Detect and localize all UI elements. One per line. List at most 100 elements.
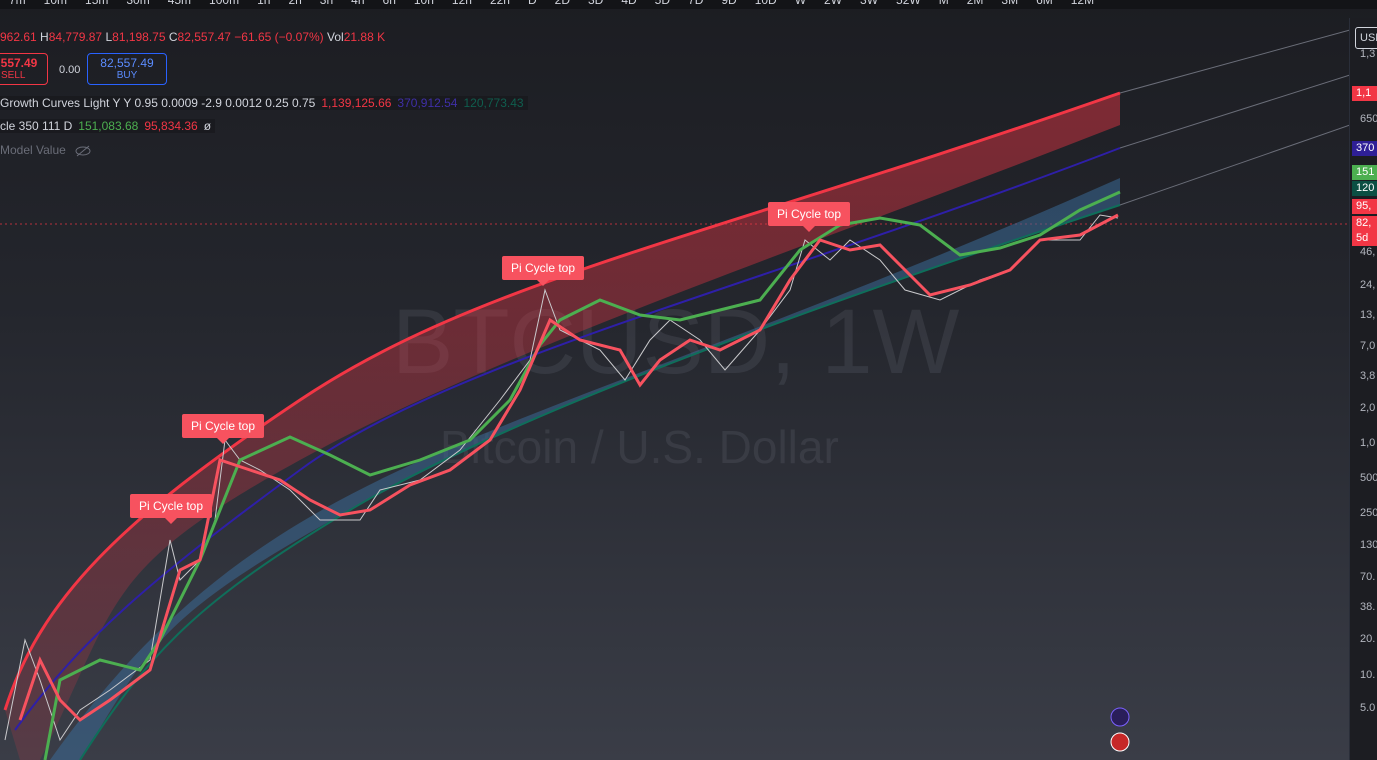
ohlc-legend: 962.61 H84,779.87 L81,198.75 C82,557.47 … xyxy=(0,30,385,44)
high-label: H xyxy=(40,30,49,44)
upper-curve xyxy=(3,91,1121,711)
interval-button[interactable]: D xyxy=(527,0,537,7)
price-axis-label: 24, xyxy=(1360,279,1376,291)
interval-button[interactable]: 22h xyxy=(489,0,510,7)
price-badge: 82, xyxy=(1352,216,1377,231)
price-axis-label: 70. xyxy=(1360,571,1376,583)
interval-button[interactable]: 3h xyxy=(319,0,334,7)
alert-icon[interactable] xyxy=(1110,707,1130,727)
interval-button[interactable]: 3M xyxy=(1001,0,1019,7)
red-band xyxy=(5,93,1120,760)
interval-button[interactable]: 5D xyxy=(654,0,671,7)
price-badge: 5d xyxy=(1352,231,1377,246)
interval-button[interactable]: 52W xyxy=(896,0,921,7)
interval-button[interactable]: 10h xyxy=(413,0,434,7)
interval-button[interactable]: 2h xyxy=(288,0,302,7)
price-axis-label: 10. xyxy=(1360,669,1376,681)
hidden-eye-icon xyxy=(75,145,91,157)
interval-button[interactable]: W xyxy=(794,0,807,7)
high: 84,779.87 xyxy=(48,30,103,44)
trend-line xyxy=(1119,124,1350,206)
sell-button[interactable]: 557.49 SELL xyxy=(0,53,48,85)
interval-button[interactable]: 3D xyxy=(587,0,604,7)
price-axis-label: 7,0 xyxy=(1360,340,1376,352)
buy-price: 82,557.49 xyxy=(100,56,154,70)
price-axis-label: 46, xyxy=(1360,246,1376,258)
indicator-legend: Growth Curves Light Y Y 0.95 0.0009 -2.9… xyxy=(0,96,528,110)
price-badge: 120 xyxy=(1352,181,1377,196)
price-axis xyxy=(1349,18,1377,760)
indicator-name: Growth Curves Light Y Y 0.95 0.0009 -2.9… xyxy=(0,96,316,110)
interval-button[interactable]: 30m xyxy=(126,0,150,7)
indicator-legend: cle 350 111 D 151,083.68 95,834.36 ø xyxy=(0,119,216,133)
interval-button[interactable]: 2M xyxy=(966,0,984,7)
price-axis-label: 2,0 xyxy=(1360,402,1376,414)
price-axis-label: 130 xyxy=(1360,539,1377,551)
change: −61.65 (−0.07%) xyxy=(234,30,324,44)
interval-button[interactable]: 100m xyxy=(209,0,240,7)
interval-button[interactable]: 9D xyxy=(721,0,737,7)
interval-button[interactable]: 7m xyxy=(9,0,26,7)
interval-button[interactable]: 6M xyxy=(1036,0,1053,7)
price-axis-label: 250 xyxy=(1360,507,1377,519)
pi-cycle-label: Pi Cycle top xyxy=(182,414,264,444)
pi-cycle-label: Pi Cycle top xyxy=(502,256,584,286)
ma-short xyxy=(18,213,1119,722)
price-axis-label: 20. xyxy=(1360,633,1376,645)
close-label: C xyxy=(168,30,178,44)
open: 962.61 xyxy=(0,30,37,44)
price-axis-label: 1,0 xyxy=(1360,437,1376,449)
interval-button[interactable]: 10D xyxy=(754,0,777,7)
interval-button[interactable]: 7D xyxy=(688,0,704,7)
interval-button[interactable]: M xyxy=(938,0,949,7)
flag-icon[interactable] xyxy=(1110,732,1130,752)
interval-button[interactable]: 15m xyxy=(85,0,109,7)
interval-button[interactable]: 3W xyxy=(860,0,879,7)
mid-curve xyxy=(14,147,1121,731)
lower-curve xyxy=(79,204,1121,760)
pi-cycle-label: Pi Cycle top xyxy=(768,202,850,232)
interval-button[interactable]: 12h xyxy=(451,0,472,7)
indicator-value: 120,773.43 xyxy=(463,96,524,110)
price-axis-label: 650 xyxy=(1360,113,1377,125)
price-axis-label: 1,3 xyxy=(1360,48,1376,60)
price-axis-label: 13, xyxy=(1360,309,1376,321)
low-label: L xyxy=(105,30,113,44)
buy-label: BUY xyxy=(116,70,138,81)
sell-price: 557.49 xyxy=(0,56,38,70)
ma-long xyxy=(43,190,1121,760)
interval-button[interactable]: 4D xyxy=(621,0,637,7)
hidden-indicator[interactable]: Model Value xyxy=(0,143,91,157)
volume-label: Vol xyxy=(327,30,344,44)
interval-button[interactable]: 45m xyxy=(167,0,192,7)
price-axis-label: 500 xyxy=(1360,472,1377,484)
indicator-value: 95,834.36 xyxy=(144,119,198,133)
indicator-value: 370,912.54 xyxy=(397,96,458,110)
interval-toolbar: 7m 10m 15m 30m 45m 100m 1h 2h 3h 4h 6h 10h 12h 22h D 2D… xyxy=(0,0,1377,9)
price-badge: 95, xyxy=(1352,199,1377,214)
interval-button[interactable]: 2W xyxy=(824,0,843,7)
low: 81,198.75 xyxy=(112,30,166,44)
indicator-name: cle 350 111 D xyxy=(0,119,73,133)
price-axis-label: 5.0 xyxy=(1360,702,1376,714)
interval-button[interactable]: 12M xyxy=(1070,0,1095,7)
trend-line xyxy=(1119,74,1350,149)
interval-button[interactable]: 4h xyxy=(351,0,365,7)
spread: 0.00 xyxy=(59,64,81,76)
buy-button[interactable]: 82,557.49 BUY xyxy=(87,53,167,85)
interval-button[interactable]: 2D xyxy=(554,0,570,7)
interval-button[interactable]: 10m xyxy=(43,0,68,7)
indicator-value: 151,083.68 xyxy=(78,119,139,133)
volume: 21.88 K xyxy=(343,30,386,44)
price-axis-label: 3,8 xyxy=(1360,370,1376,382)
price-axis-label: 38. xyxy=(1360,601,1376,613)
interval-button[interactable]: 6h xyxy=(382,0,396,7)
price-series xyxy=(4,214,1119,742)
close: 82,557.47 xyxy=(177,30,231,44)
blue-band xyxy=(50,178,1120,760)
interval-button[interactable]: 1h xyxy=(257,0,271,7)
price-badge: 1,1 xyxy=(1352,86,1377,101)
currency-button[interactable]: USD xyxy=(1355,27,1377,49)
